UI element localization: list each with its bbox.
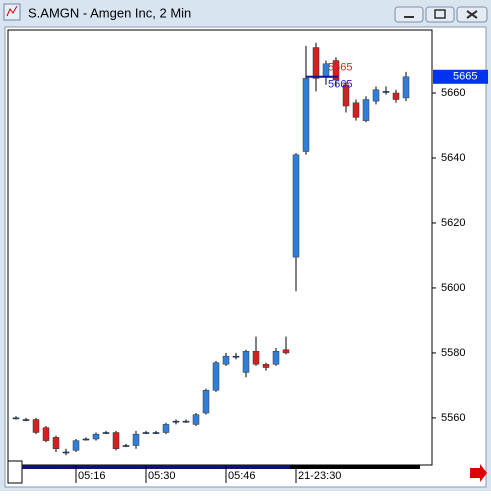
candle-body	[362, 99, 370, 121]
last-price-box	[433, 69, 488, 84]
candle-body	[392, 92, 400, 100]
scroll-right-arrow[interactable]	[470, 464, 487, 482]
candle-body	[122, 445, 130, 447]
range-bar-rest	[290, 465, 420, 469]
candle-body	[212, 362, 220, 391]
candle-body	[242, 351, 250, 373]
price-label: 5665	[328, 79, 352, 91]
last-price-label: 5665	[453, 71, 477, 83]
candle-body	[232, 355, 240, 358]
candle-body	[222, 355, 230, 365]
range-bar	[22, 465, 290, 469]
candle-body	[72, 440, 80, 451]
window-title: S.AMGN - Amgen Inc, 2 Min	[28, 5, 191, 20]
y-tick-label: 5660	[441, 87, 465, 99]
candle-body	[272, 351, 280, 365]
candle-body	[402, 76, 410, 99]
x-tick-label: 05:46	[228, 470, 256, 482]
candle-body	[22, 419, 30, 421]
x-tick-label: 05:16	[78, 470, 106, 482]
candle-body	[142, 432, 150, 434]
candle-body	[62, 451, 70, 454]
candle-body	[112, 432, 120, 450]
x-tick-label: 21-23:30	[298, 470, 341, 482]
candle-body	[92, 433, 100, 440]
y-tick-label: 5580	[441, 347, 465, 359]
candle-body	[12, 417, 20, 420]
candle-body	[372, 89, 380, 102]
y-tick-label: 5600	[441, 282, 465, 294]
candle-body	[292, 154, 300, 258]
candle-body	[182, 420, 190, 423]
candle-body	[252, 351, 260, 365]
scroll-box[interactable]	[7, 460, 23, 484]
close-glyph	[466, 10, 478, 19]
minimize-button[interactable]	[394, 6, 424, 23]
y-tick-label: 5620	[441, 217, 465, 229]
candle-body	[302, 78, 310, 152]
candle-body	[152, 432, 160, 434]
maximize-button[interactable]	[425, 6, 455, 23]
candle-body	[172, 420, 180, 423]
candle-body	[282, 349, 290, 354]
candle-body	[52, 437, 60, 450]
y-tick-label: 5640	[441, 152, 465, 164]
candle-body	[82, 438, 90, 441]
candle-body	[332, 60, 340, 81]
x-tick-label: 05:30	[148, 470, 176, 482]
candle-body	[352, 102, 360, 118]
candle-body	[262, 364, 270, 368]
y-tick-label: 5560	[441, 412, 465, 424]
candle-body	[162, 424, 170, 433]
candle-body	[342, 84, 350, 107]
price-label: 5665	[328, 62, 352, 74]
candle-body	[192, 414, 200, 425]
maximize-glyph	[434, 9, 446, 19]
candle-body	[132, 433, 140, 446]
candle-body	[382, 91, 390, 93]
candle-body	[32, 419, 40, 433]
candle-body	[42, 427, 50, 441]
app-icon-glyph	[6, 5, 18, 17]
plot-area	[7, 29, 433, 466]
candle-body	[202, 390, 210, 414]
candle-body	[102, 432, 110, 434]
candle-body	[312, 47, 320, 79]
